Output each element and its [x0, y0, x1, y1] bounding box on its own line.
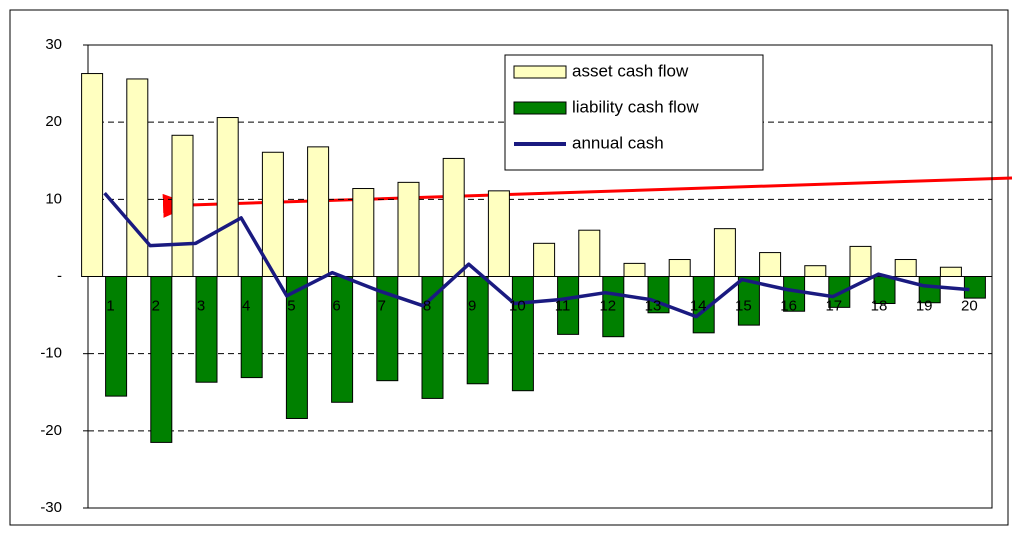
bar: [352, 188, 375, 277]
bar: [195, 276, 218, 383]
y-tick-label: -10: [40, 345, 62, 362]
x-tick-label: 7: [378, 297, 386, 314]
bar: [285, 276, 308, 419]
bar: [918, 276, 941, 304]
legend-label: annual cash: [572, 133, 664, 152]
bar: [578, 229, 601, 277]
x-tick-label: 2: [152, 297, 160, 314]
bar: [692, 276, 715, 334]
bar: [533, 242, 556, 277]
bar: [421, 276, 444, 399]
legend-swatch: [513, 65, 567, 79]
bar: [963, 276, 986, 299]
bar: [487, 190, 510, 277]
y-tick-label: 30: [45, 36, 62, 53]
x-tick-label: 11: [555, 297, 571, 314]
bar: [759, 252, 782, 278]
y-tick-label: -20: [40, 422, 62, 439]
bar: [81, 73, 104, 277]
x-tick-label: 3: [197, 297, 205, 314]
bar: [216, 117, 239, 277]
bar: [894, 259, 917, 278]
legend-label: liability cash flow: [572, 97, 699, 116]
bar: [150, 276, 173, 443]
x-tick-label: 9: [468, 297, 476, 314]
bar: [737, 276, 760, 326]
bar: [511, 276, 534, 392]
bar: [668, 259, 691, 278]
bar: [105, 276, 128, 397]
x-tick-label: 15: [735, 297, 752, 314]
bar: [557, 276, 580, 335]
line: [103, 192, 970, 319]
bar: [397, 181, 420, 278]
bar: [939, 266, 962, 277]
x-tick-label: 4: [242, 297, 250, 314]
y-tick-label: 10: [45, 190, 62, 207]
y-tick-label: -30: [40, 499, 62, 516]
x-tick-label: 13: [645, 297, 662, 314]
bar: [442, 157, 465, 277]
bar: [307, 146, 330, 277]
x-tick-label: 18: [871, 297, 888, 314]
bar: [331, 276, 354, 403]
x-tick-label: 19: [916, 297, 933, 314]
x-tick-label: 1: [106, 297, 114, 314]
bar: [466, 276, 489, 385]
x-tick-label: 10: [509, 297, 526, 314]
bar: [126, 78, 149, 277]
bar: [849, 245, 872, 277]
bar: [240, 276, 263, 379]
bar: [713, 228, 736, 277]
x-tick-label: 8: [423, 297, 431, 314]
x-tick-label: 20: [961, 297, 978, 314]
bar: [376, 276, 399, 382]
x-tick-label: 6: [332, 297, 340, 314]
bar: [261, 151, 284, 278]
x-tick-label: 16: [780, 297, 797, 314]
x-tick-label: 12: [599, 297, 616, 314]
x-tick-label: 5: [287, 297, 295, 314]
y-tick-label: -: [57, 267, 62, 284]
bar: [623, 262, 646, 277]
bar: [171, 134, 194, 277]
x-tick-label: 14: [690, 297, 707, 314]
legend-swatch: [513, 101, 567, 115]
y-tick-label: 20: [45, 113, 62, 130]
x-tick-label: 17: [825, 297, 842, 314]
legend-label: asset cash flow: [572, 61, 689, 80]
bar: [804, 265, 827, 277]
